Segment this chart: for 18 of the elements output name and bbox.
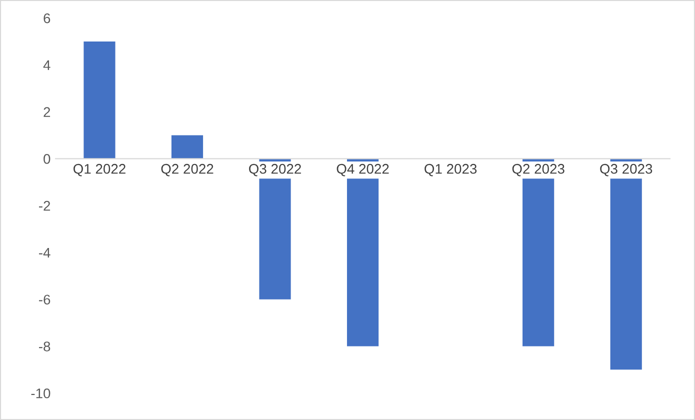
x-tick-label: Q4 2022 bbox=[336, 164, 389, 176]
y-tick-label: -6 bbox=[39, 294, 50, 305]
y-tick-label: 0 bbox=[44, 154, 50, 164]
x-tick-label: Q3 2022 bbox=[249, 164, 301, 176]
x-tick-label: Q1 2022 bbox=[74, 164, 126, 176]
y-tick-label: 6 bbox=[44, 13, 50, 24]
x-tick-label: Q3 2023 bbox=[600, 164, 652, 176]
y-tick-label: -4 bbox=[39, 248, 50, 258]
x-tick-label: Q2 2022 bbox=[161, 164, 214, 176]
y-tick-label: -8 bbox=[39, 342, 50, 352]
y-tick-label: -10 bbox=[31, 388, 50, 398]
x-tick-label: Q1 2023 bbox=[424, 164, 477, 176]
y-tick-label: -2 bbox=[39, 200, 50, 211]
y-tick-label: 2 bbox=[44, 107, 50, 117]
bar bbox=[84, 42, 116, 159]
y-tick-label: 4 bbox=[43, 60, 50, 70]
x-tick-label: Q2 2023 bbox=[512, 164, 564, 176]
bar bbox=[171, 135, 204, 159]
